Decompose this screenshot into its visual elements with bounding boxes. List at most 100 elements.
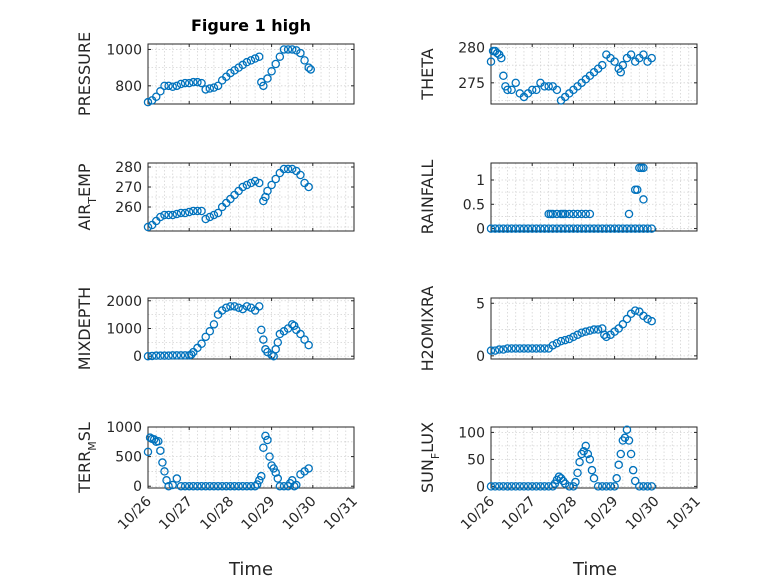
data-point: [287, 320, 297, 329]
data-point: [273, 338, 283, 347]
data-point: [622, 224, 632, 233]
data-point: [499, 224, 508, 233]
data-point: [259, 196, 268, 206]
series-sun: [486, 425, 656, 491]
data-point: [575, 457, 584, 467]
data-point: [639, 195, 648, 204]
data-point: [647, 316, 656, 326]
x-tick-label: 10/26: [458, 493, 498, 533]
data-point: [486, 346, 496, 355]
data-point: [304, 182, 313, 192]
data-point: [552, 224, 562, 233]
data-point: [259, 81, 268, 91]
axes-frame: [147, 426, 355, 489]
data-point: [263, 74, 272, 83]
data-point: [540, 224, 549, 233]
data-point: [197, 339, 206, 348]
data-point: [552, 85, 562, 95]
data-point: [581, 327, 591, 336]
data-point: [250, 54, 260, 63]
data-point: [515, 344, 525, 353]
data-point: [499, 71, 508, 81]
data-point: [143, 222, 153, 232]
data-point: [494, 224, 504, 233]
data-point: [265, 452, 274, 461]
data-point: [515, 224, 525, 233]
data-point: [602, 332, 611, 342]
y-tick-label: 0: [133, 349, 142, 365]
data-point: [151, 92, 161, 101]
data-point: [197, 78, 206, 88]
data-point: [162, 476, 171, 485]
data-point: [283, 45, 293, 54]
data-point: [630, 224, 640, 233]
data-point: [287, 476, 297, 485]
data-point: [230, 302, 239, 311]
y-tick-label: 5: [476, 296, 485, 312]
data-point: [511, 344, 520, 353]
data-point: [160, 81, 169, 91]
data-point: [263, 435, 272, 445]
data-point: [160, 210, 169, 220]
x-tick-label: 10/26: [115, 493, 155, 533]
series-air: [143, 164, 313, 232]
x-tick-label: 10/27: [156, 494, 196, 534]
data-point: [209, 210, 219, 220]
data-point: [626, 224, 636, 233]
data-point: [593, 325, 603, 334]
data-point: [497, 53, 506, 63]
data-point: [275, 52, 285, 61]
data-point: [176, 208, 186, 218]
data-point: [544, 224, 553, 233]
data-point: [569, 482, 578, 491]
series-mixdepth: [143, 302, 313, 361]
data-point: [571, 477, 580, 487]
data-point: [585, 224, 595, 233]
data-point: [300, 56, 309, 65]
y-tick-label: 280: [458, 41, 485, 57]
y-axis-label: PRESSURE: [75, 32, 94, 116]
data-point: [556, 224, 566, 233]
data-point: [536, 224, 545, 233]
data-point: [532, 482, 541, 491]
x-axis-label-left: Time: [228, 559, 273, 580]
data-point: [569, 224, 578, 233]
data-point: [606, 482, 615, 491]
x-tick-label: 10/28: [540, 494, 580, 534]
data-point: [643, 482, 652, 491]
subplot-pressure: 800 1000 PRESSURE: [75, 32, 355, 116]
x-axis-label-right: Time: [572, 559, 617, 580]
data-point: [523, 482, 533, 491]
axes-frame: [147, 43, 355, 105]
data-point: [565, 224, 574, 233]
data-point: [486, 57, 496, 66]
y-tick-label: 280: [115, 160, 142, 176]
y-tick-label: 50: [467, 452, 485, 468]
data-point: [647, 224, 656, 233]
data-point: [246, 56, 256, 65]
data-point: [267, 180, 276, 190]
series-theta: [486, 46, 656, 105]
data-point: [164, 210, 173, 220]
data-point: [300, 335, 309, 344]
data-point: [222, 481, 231, 491]
data-point: [156, 212, 165, 222]
data-point: [226, 481, 235, 491]
data-point: [304, 340, 313, 350]
data-point: [494, 345, 504, 354]
data-point: [643, 314, 652, 324]
data-point: [168, 351, 177, 360]
data-point: [230, 481, 239, 491]
data-point: [209, 83, 219, 92]
data-point: [160, 351, 169, 360]
data-point: [532, 344, 541, 353]
data-point: [147, 351, 157, 361]
data-point: [593, 482, 603, 491]
data-point: [540, 82, 549, 91]
data-point: [172, 351, 182, 360]
data-point: [296, 170, 305, 180]
data-point: [583, 449, 593, 459]
data-point: [527, 344, 537, 353]
data-point: [168, 480, 177, 490]
data-point: [279, 164, 289, 174]
